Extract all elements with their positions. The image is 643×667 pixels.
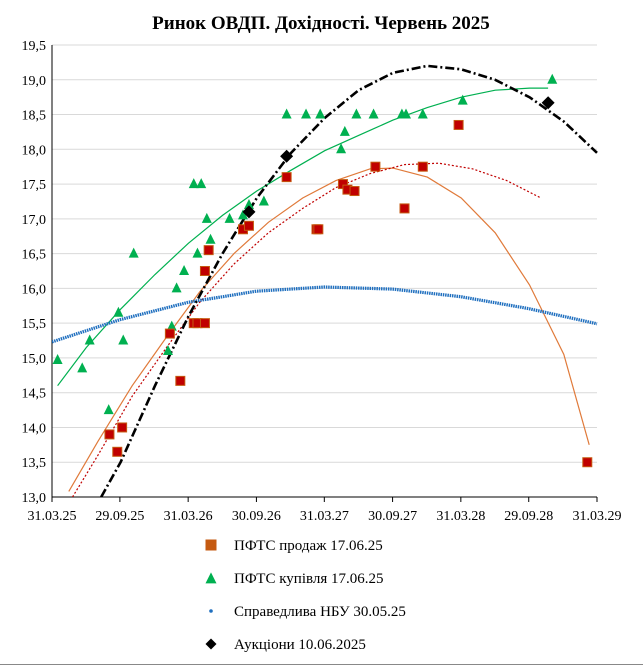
legend-marker-sell	[205, 539, 217, 551]
y-tick-label: 15,5	[22, 317, 47, 332]
buy-point	[237, 209, 248, 220]
sell-point	[453, 119, 464, 130]
nbu-fair-curve	[52, 285, 598, 344]
sell-point	[243, 220, 254, 231]
buy-point	[243, 198, 254, 209]
buy-point	[205, 233, 216, 244]
y-tick-label: 16,5	[22, 248, 47, 263]
x-tick-label: 31.03.28	[436, 509, 485, 524]
trend-line	[71, 162, 542, 497]
sell-point	[370, 161, 381, 172]
buy-point	[351, 108, 362, 119]
sell-point	[349, 186, 360, 197]
auction-point	[242, 205, 256, 219]
y-tick-label: 19,5	[22, 39, 47, 54]
sell-point	[112, 446, 123, 457]
buy-point	[336, 143, 347, 154]
y-tick-label: 14,0	[22, 421, 47, 436]
sell-point	[281, 172, 292, 183]
y-tick-label: 14,5	[22, 387, 47, 402]
y-tick-label: 17,5	[22, 178, 47, 193]
legend-label: ПФТС продаж 17.06.25	[234, 538, 383, 554]
sell-point	[582, 457, 593, 468]
auction-point	[280, 149, 294, 163]
y-tick-label: 13,0	[22, 491, 47, 506]
sell-point	[117, 422, 128, 433]
trend-line	[57, 87, 549, 387]
x-tick-label: 30.09.27	[368, 509, 417, 524]
sell-point	[199, 266, 210, 276]
sell-point	[199, 318, 210, 329]
buy-point	[171, 282, 182, 293]
buy-point	[258, 195, 269, 206]
buy-point	[401, 108, 412, 119]
plot-area: 13,0 13,5 14,0 14,5 15,0 15,5 16,0 16,5 17,0 17,5…	[22, 39, 622, 524]
y-tick-label: 13,5	[22, 456, 47, 471]
buy-point	[196, 178, 207, 189]
sell-point	[104, 429, 115, 440]
x-tick-label: 29.09.28	[504, 509, 553, 524]
x-tick-label: 31.03.27	[300, 509, 349, 524]
y-tick-label: 16,0	[22, 282, 47, 297]
buy-point	[339, 125, 350, 136]
buy-point	[547, 73, 558, 84]
y-tick-label: 15,0	[22, 352, 47, 367]
auction-point	[541, 96, 555, 110]
x-tick-label: 30.09.26	[232, 509, 281, 524]
legend-marker-buy	[205, 572, 217, 584]
buy-point	[192, 247, 203, 258]
buy-point	[84, 334, 95, 345]
sell-point	[417, 161, 428, 172]
buy-point	[103, 404, 114, 415]
buy-point	[368, 108, 379, 119]
buy-point	[201, 212, 212, 223]
trend-line	[68, 167, 590, 492]
legend-marker-nbu	[209, 609, 213, 613]
sell-point	[175, 375, 186, 386]
buy-point	[118, 334, 129, 345]
legend-marker-auction	[205, 638, 217, 650]
sell-point	[399, 203, 410, 214]
auction-curve	[100, 64, 598, 497]
chart-title: Ринок ОВДП. Дохідності. Червень 2025	[152, 13, 490, 34]
chart-legend: ПФТС продаж 17.06.25 ПФТС купівля 17.06.2…	[205, 538, 406, 653]
y-tick-label: 17,0	[22, 213, 47, 228]
buy-point	[281, 108, 292, 119]
buy-point	[224, 212, 235, 223]
bottom-divider	[0, 664, 643, 665]
buy-point	[163, 344, 174, 355]
sell-point	[203, 245, 214, 256]
buy-point	[315, 108, 326, 119]
buy-point	[113, 306, 124, 317]
buy-point	[179, 265, 190, 275]
buy-point	[52, 354, 63, 365]
x-tick-label: 29.09.25	[95, 509, 144, 524]
x-tick-label: 31.03.29	[573, 509, 622, 524]
buy-point	[301, 108, 312, 119]
buy-point	[128, 247, 139, 258]
y-tick-label: 19,0	[22, 74, 47, 89]
y-tick-label: 18,0	[22, 143, 47, 158]
buy-point	[417, 108, 428, 119]
buy-point	[188, 178, 199, 189]
y-tick-label: 18,5	[22, 109, 47, 124]
x-tick-label: 31.03.25	[28, 509, 77, 524]
buy-point	[166, 320, 177, 331]
buy-point	[77, 362, 88, 373]
legend-label: Аукціони 10.06.2025	[234, 637, 366, 653]
sell-point	[313, 224, 324, 235]
buy-point	[457, 94, 468, 105]
x-tick-label: 31.03.26	[164, 509, 213, 524]
legend-label: Справедлива НБУ 30.05.25	[234, 604, 406, 620]
legend-label: ПФТС купівля 17.06.25	[234, 571, 384, 587]
sell-point	[164, 328, 175, 339]
